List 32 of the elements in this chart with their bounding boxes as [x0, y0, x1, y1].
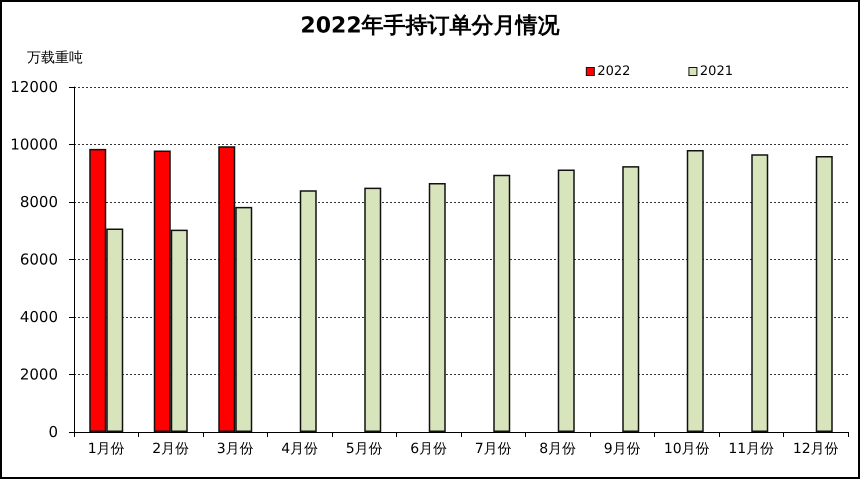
x-tick-label: 12月份: [792, 441, 839, 457]
bar: [686, 150, 704, 432]
x-tick-label: 7月份: [474, 441, 512, 457]
x-tick-label: 9月份: [604, 441, 641, 457]
x-tick-label: 1月份: [88, 441, 125, 457]
x-tick-label: 4月份: [281, 441, 318, 457]
x-tick-label: 2月份: [152, 441, 190, 457]
y-tick-label: 2000: [20, 366, 58, 384]
bar: [751, 154, 768, 432]
y-tick-label: 10000: [10, 136, 58, 154]
bar: [622, 166, 640, 432]
bar: [300, 190, 317, 432]
x-tick-label: 5月份: [346, 441, 383, 457]
chart-title: 2022年手持订单分月情况: [300, 14, 561, 38]
x-tick-label: 10月份: [664, 441, 710, 457]
y-tick-label: 8000: [20, 193, 58, 211]
y-tick-label: 6000: [20, 250, 58, 268]
y-axis-title: 万载重吨: [27, 50, 83, 66]
x-tick-label: 11月份: [728, 441, 774, 457]
bar: [816, 156, 833, 432]
bar: [428, 183, 446, 432]
legend-label: 2022: [597, 64, 630, 79]
bar: [558, 170, 575, 432]
x-tick-label: 6月份: [410, 441, 448, 457]
legend-label: 2021: [700, 64, 734, 79]
bar: [493, 174, 510, 432]
x-tick-label: 3月份: [216, 441, 254, 457]
y-tick-label: 12000: [10, 78, 58, 96]
x-tick-label: 8月份: [539, 441, 576, 457]
bar: [364, 188, 382, 432]
y-tick-label: 4000: [20, 308, 58, 326]
y-tick-label: 0: [48, 423, 58, 441]
